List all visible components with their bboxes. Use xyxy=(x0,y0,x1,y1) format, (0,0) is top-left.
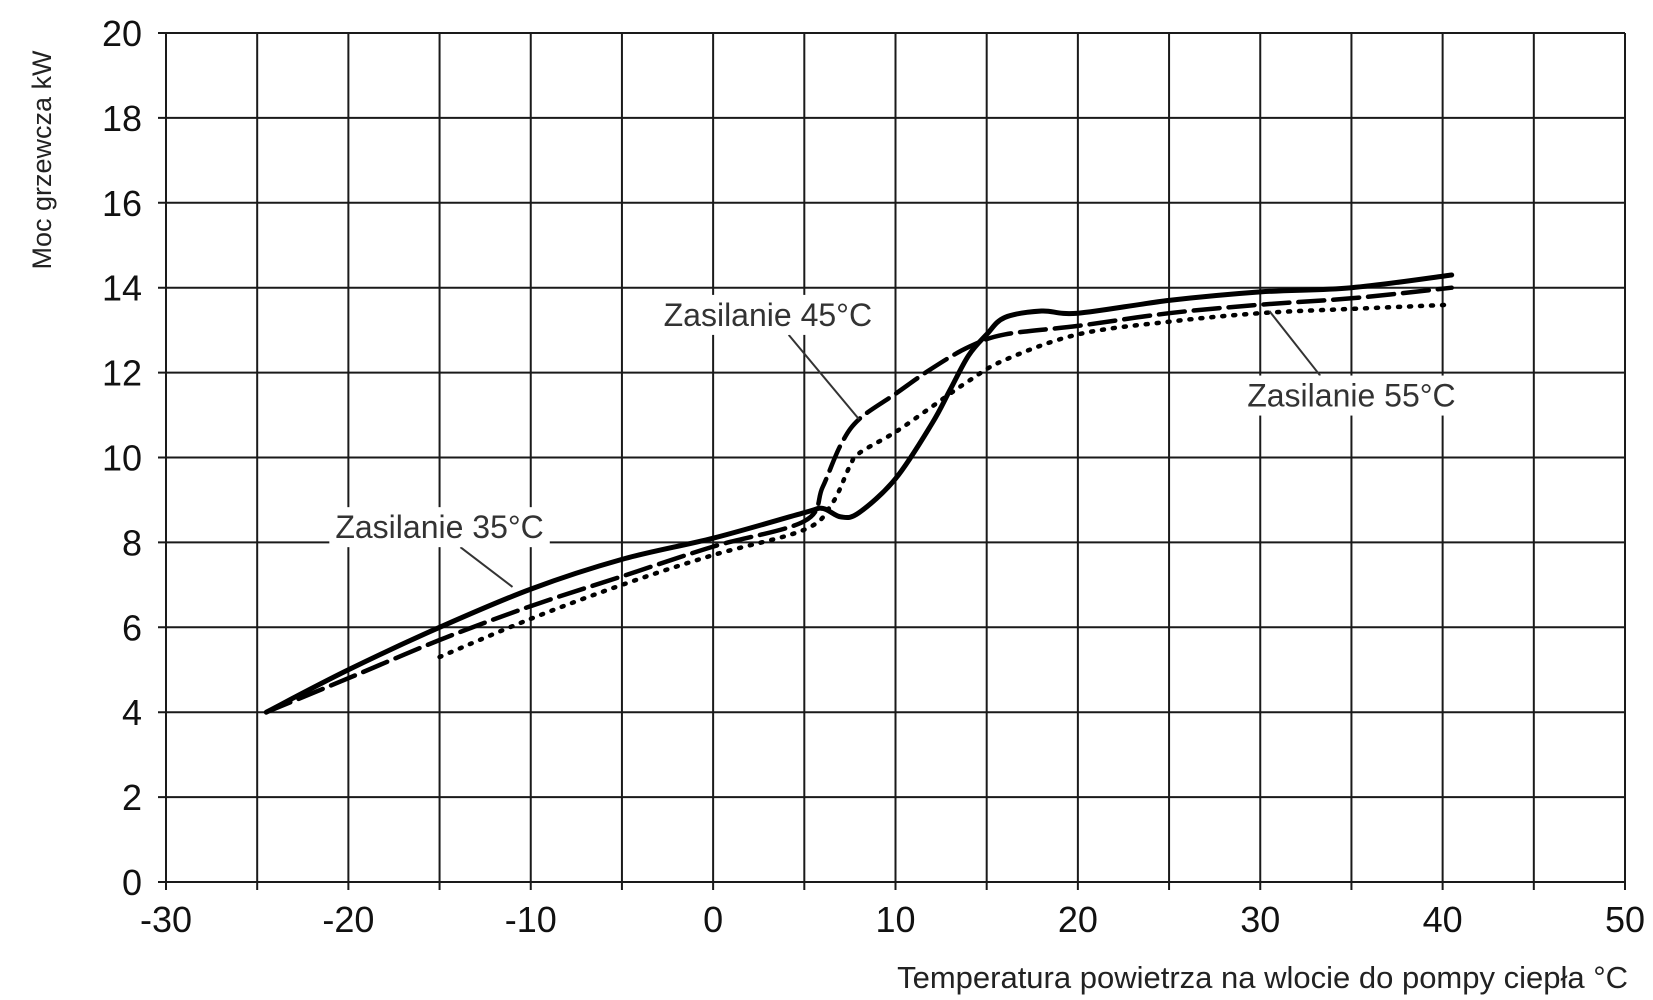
series-line-1 xyxy=(263,272,1455,715)
y-tick-label: 12 xyxy=(102,353,142,394)
annotation-leaders xyxy=(459,310,1321,588)
x-tick-label: 0 xyxy=(703,899,723,940)
y-tick-label: 16 xyxy=(102,183,142,224)
x-tick-label: -10 xyxy=(505,899,557,940)
series-layer xyxy=(263,272,1455,715)
annotation-leader-line xyxy=(459,546,514,588)
y-tick-label: 18 xyxy=(102,98,142,139)
y-tick-label: 2 xyxy=(122,777,142,818)
y-axis-label: Moc grzewcza kW xyxy=(27,50,57,270)
series-annotation-label: Zasilanie 45°C xyxy=(664,297,872,333)
x-tick-label: 40 xyxy=(1423,899,1463,940)
y-tick-label: 8 xyxy=(122,522,142,563)
x-tick-label: 10 xyxy=(875,899,915,940)
annotations: Zasilanie 35°C Zasilanie 45°C Zasilanie 55… xyxy=(329,294,1462,548)
tick-labels: -30 -20 -10 0 10 20 30 40 50 0 2 4 6 8 10 12 14 16 18 20 xyxy=(102,13,1645,940)
annotation-leader-line xyxy=(1268,310,1321,377)
y-tick-label: 4 xyxy=(122,692,142,733)
series-annotation-label: Zasilanie 35°C xyxy=(335,509,543,545)
series-annotation-label: Zasilanie 55°C xyxy=(1247,378,1455,414)
annotation-background xyxy=(329,507,550,548)
x-tick-label: 20 xyxy=(1058,899,1098,940)
x-tick-label: -30 xyxy=(140,899,192,940)
grid xyxy=(158,32,1626,890)
y-tick-label: 14 xyxy=(102,268,142,309)
x-axis-label: Temperatura powietrza na wlocie do pompy… xyxy=(897,960,1628,995)
y-tick-label: 10 xyxy=(102,438,142,479)
annotation-leader-line xyxy=(787,334,860,420)
y-tick-label: 0 xyxy=(122,862,142,903)
x-tick-label: 30 xyxy=(1240,899,1280,940)
annotation-background xyxy=(657,294,879,335)
y-tick-label: 6 xyxy=(122,607,142,648)
series-line-3 xyxy=(437,302,1454,660)
x-tick-label: -20 xyxy=(322,899,374,940)
y-tick-label: 20 xyxy=(102,13,142,54)
x-tick-label: 50 xyxy=(1605,899,1645,940)
annotation-background xyxy=(1241,375,1462,416)
series-line-2 xyxy=(264,285,1454,715)
